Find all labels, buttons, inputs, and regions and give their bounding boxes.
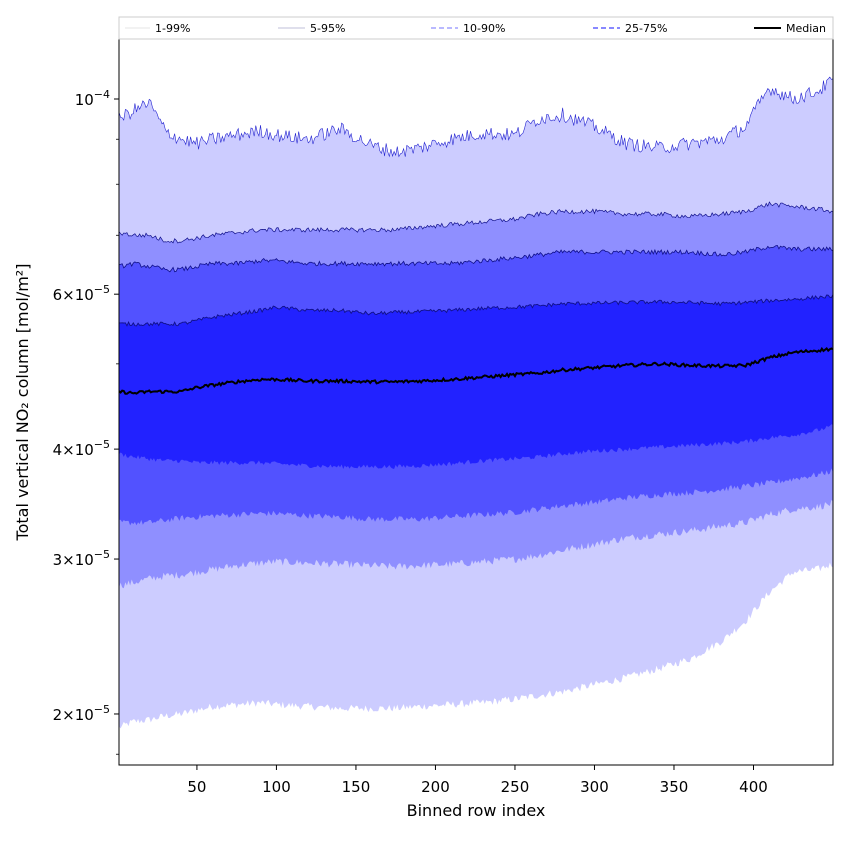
line-p90 xyxy=(119,244,833,273)
line-p75 xyxy=(119,294,833,327)
legend-label: 25-75% xyxy=(625,22,667,35)
legend-label: 5-95% xyxy=(310,22,345,35)
line-p95 xyxy=(119,201,833,244)
legend-box xyxy=(118,16,834,40)
y-axis: 2×10−5 3×10−5 4×10−5 6×10−5 10−4 xyxy=(53,88,119,755)
y-tick-label: 4×10−5 xyxy=(53,438,110,459)
y-tick-label: 6×10−5 xyxy=(53,283,110,304)
x-tick-label: 200 xyxy=(421,778,450,796)
x-tick-label: 50 xyxy=(187,778,206,796)
x-tick-label: 250 xyxy=(501,778,530,796)
legend-label: 1-99% xyxy=(155,22,190,35)
legend-label: Median xyxy=(786,22,826,35)
y-tick-label: 2×10−5 xyxy=(53,703,110,724)
x-tick-label: 300 xyxy=(580,778,609,796)
legend: 1-99% 5-95% 10-90% 25-75% Median xyxy=(118,16,834,40)
y-tick-label: 3×10−5 xyxy=(53,548,110,569)
percentile-lines xyxy=(119,76,833,395)
legend-label: 10-90% xyxy=(463,22,505,35)
line-median xyxy=(119,346,833,395)
line-p99 xyxy=(119,76,833,158)
x-axis-title: Binned row index xyxy=(407,801,546,820)
x-tick-label: 400 xyxy=(739,778,768,796)
percentile-bands xyxy=(119,77,833,729)
band-25-75 xyxy=(119,294,833,469)
x-tick-label: 350 xyxy=(660,778,689,796)
y-tick-label: 10−4 xyxy=(75,88,110,109)
y-axis-title: Total vertical NO₂ column [mol/m²] xyxy=(13,264,32,542)
x-axis: 50 100 150 200 250 300 350 400 xyxy=(187,765,768,796)
x-tick-label: 150 xyxy=(342,778,371,796)
x-tick-label: 100 xyxy=(262,778,291,796)
